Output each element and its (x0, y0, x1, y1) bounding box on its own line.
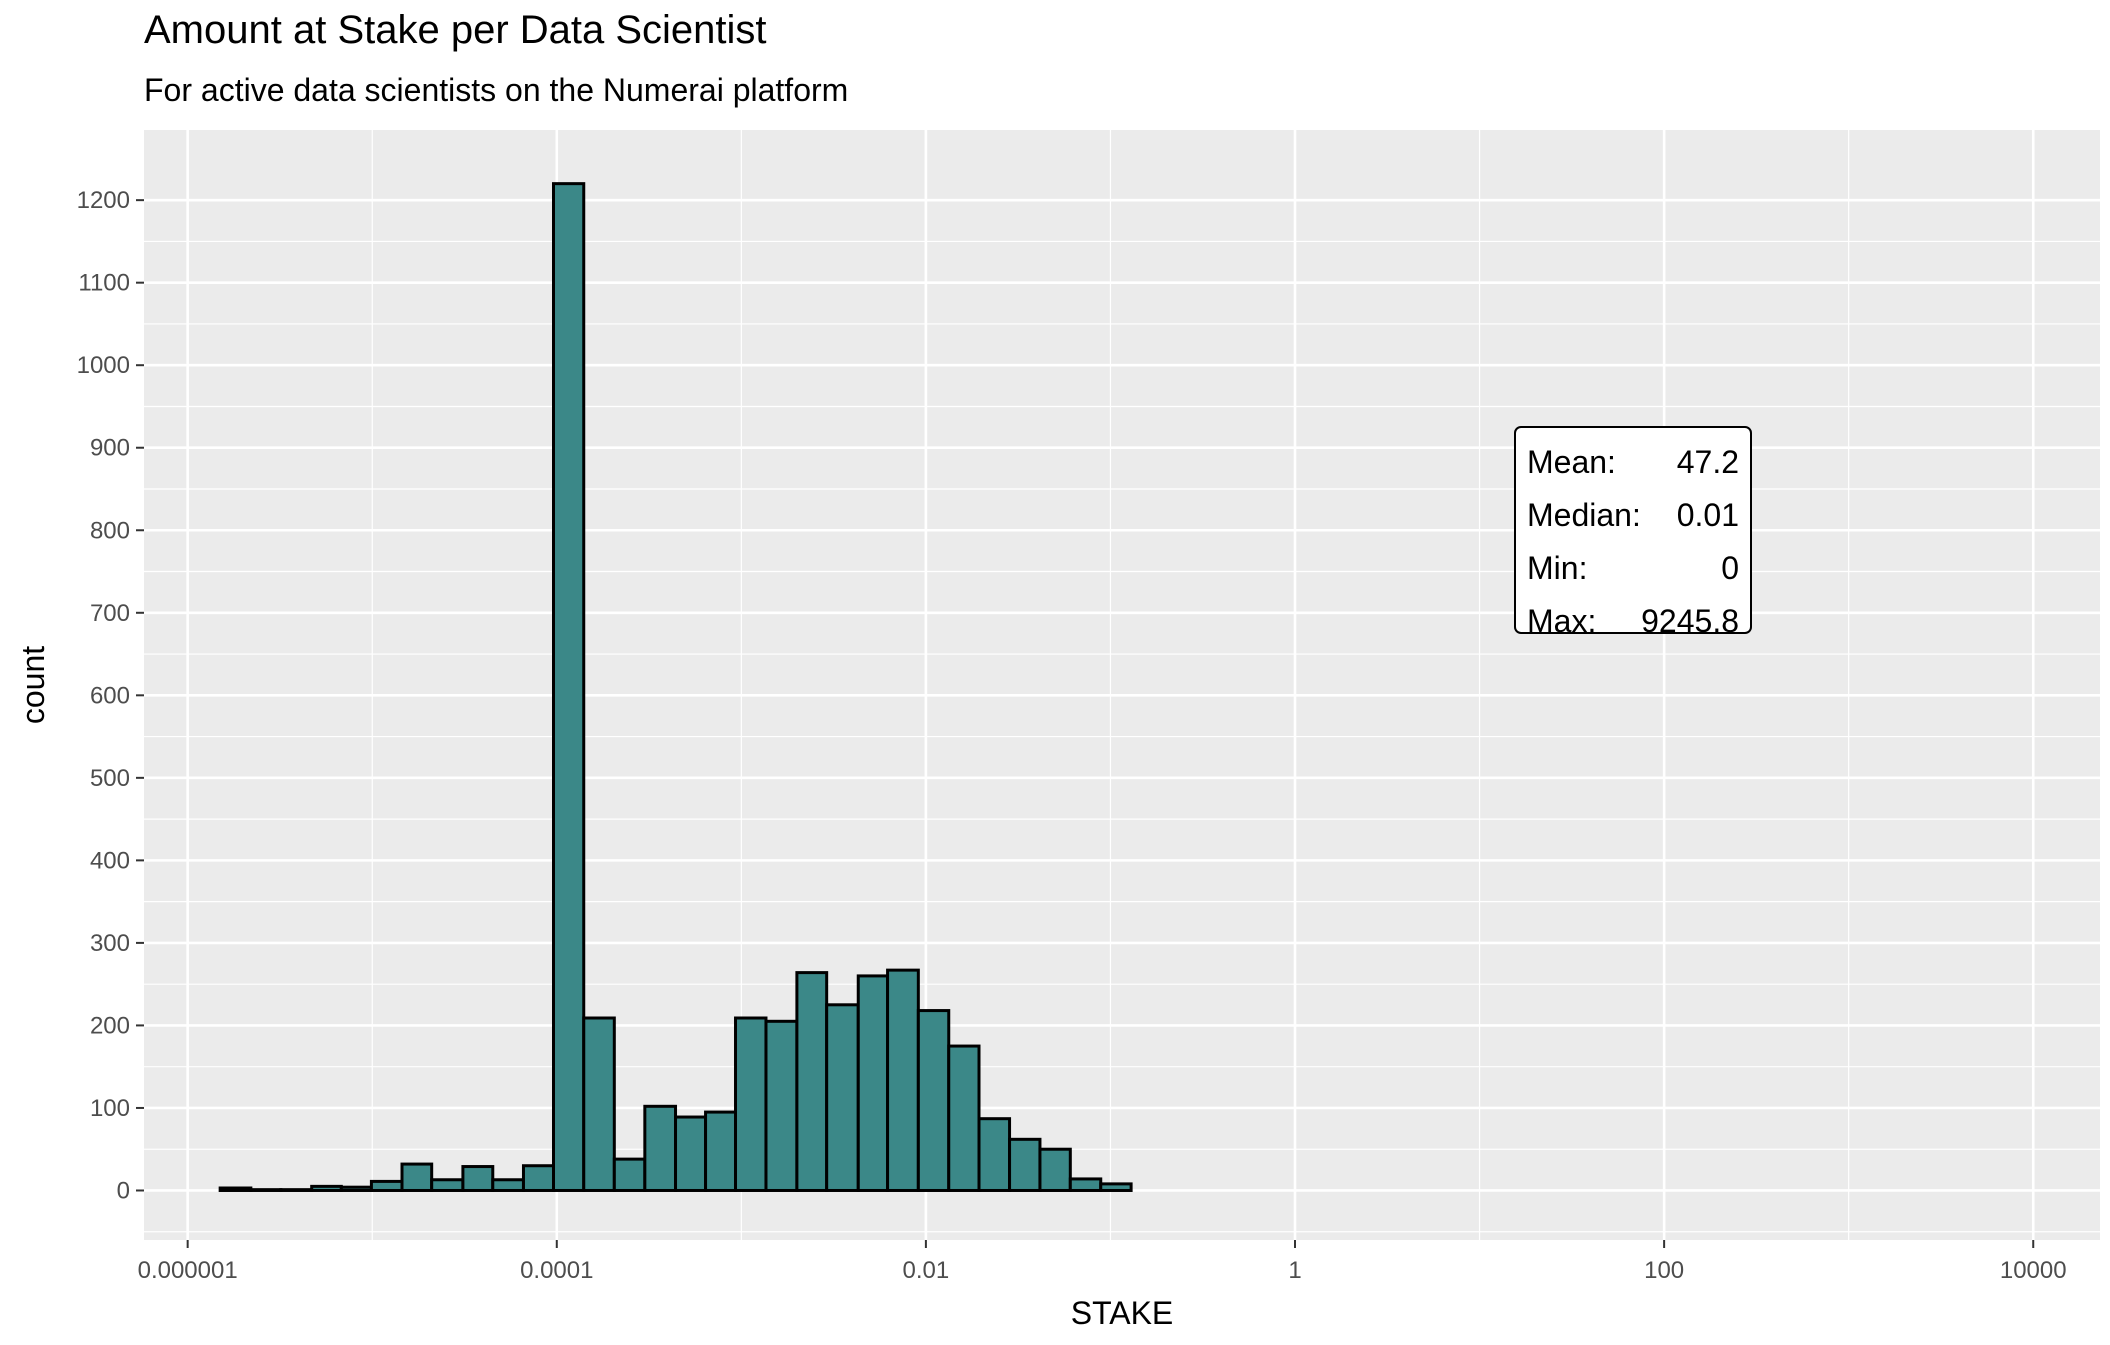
y-axis-title: count (15, 646, 51, 724)
histogram-bar (795, 971, 829, 1192)
histogram-bar (552, 182, 586, 1192)
histogram-bar (400, 1162, 434, 1192)
stats-value: 9245.8 (1641, 603, 1739, 639)
stats-value: 0 (1721, 550, 1739, 586)
y-tick-label: 900 (90, 435, 130, 462)
histogram-bar (1068, 1177, 1103, 1192)
x-tick-label: 0.000001 (138, 1257, 238, 1284)
y-axis: 0 100 200 300 400 500 600 700 800 900 1000 1100 1200 (77, 187, 144, 1204)
histogram-bar (521, 1164, 556, 1192)
stats-box-frame (1514, 426, 1752, 634)
x-axis: 0.000001 0.0001 0.01 1 100 10000 (138, 1240, 2067, 1284)
y-tick-label: 600 (90, 682, 130, 709)
chart-subtitle: For active data scientists on the Numera… (144, 72, 849, 108)
histogram-bar (1008, 1137, 1042, 1192)
histogram-bar (310, 1184, 343, 1192)
x-tick-label: 100 (1644, 1257, 1684, 1284)
histogram-bar (279, 1188, 314, 1192)
histogram-bar (218, 1186, 253, 1192)
y-tick-label: 1200 (77, 187, 130, 214)
stats-label: Max: (1527, 603, 1596, 639)
y-tick-label: 800 (90, 517, 130, 544)
histogram-bar (430, 1178, 465, 1192)
x-tick-label: 1 (1288, 1257, 1301, 1284)
histogram-bar (612, 1157, 647, 1192)
histogram-bar (369, 1179, 404, 1192)
stats-value: 0.01 (1677, 497, 1739, 533)
chart-title: Amount at Stake per Data Scientist (144, 8, 767, 52)
histogram-bar (249, 1188, 283, 1192)
minor-gridlines (144, 130, 2100, 1240)
histogram-bar (461, 1165, 495, 1192)
histogram-bar (947, 1044, 981, 1192)
histogram-bar (734, 1016, 768, 1192)
x-tick-label: 10000 (2000, 1257, 2067, 1284)
histogram-bar (886, 968, 920, 1192)
x-tick-label: 0.01 (903, 1257, 950, 1284)
histogram-bar (339, 1185, 373, 1192)
y-tick-label: 700 (90, 600, 130, 627)
histogram-bar (977, 1117, 1012, 1192)
histogram-bar (856, 974, 890, 1192)
stats-label: Min: (1527, 550, 1587, 586)
histogram-bar (582, 1016, 616, 1192)
histogram-bar (916, 1009, 951, 1192)
histogram-bar (825, 1003, 860, 1192)
stats-value: 47.2 (1677, 444, 1739, 480)
histogram-bar (491, 1178, 525, 1192)
y-tick-label: 0 (117, 1177, 130, 1204)
histogram-bar (674, 1115, 708, 1192)
y-tick-label: 300 (90, 930, 130, 957)
x-tick-label: 0.0001 (520, 1257, 593, 1284)
y-tick-label: 200 (90, 1012, 130, 1039)
y-tick-label: 400 (90, 847, 130, 874)
histogram-bar (1038, 1147, 1072, 1192)
histogram-bar (1099, 1182, 1133, 1192)
summary-stats-box: Mean: 47.2 Median: 0.01 Min: 0 Max: 9245.8 (1514, 426, 1752, 639)
y-tick-label: 500 (90, 765, 130, 792)
histogram-bar (764, 1019, 799, 1192)
stats-label: Mean: (1527, 444, 1616, 480)
plot-panel (144, 130, 2100, 1240)
histogram-bar (643, 1104, 678, 1192)
histogram-bar (704, 1110, 738, 1192)
y-tick-label: 1000 (77, 352, 130, 379)
y-tick-label: 1100 (78, 270, 130, 297)
x-axis-title: STAKE (1071, 1295, 1174, 1331)
stats-label: Median: (1527, 497, 1641, 533)
histogram-bars (218, 182, 1133, 1192)
y-tick-label: 100 (90, 1095, 130, 1122)
